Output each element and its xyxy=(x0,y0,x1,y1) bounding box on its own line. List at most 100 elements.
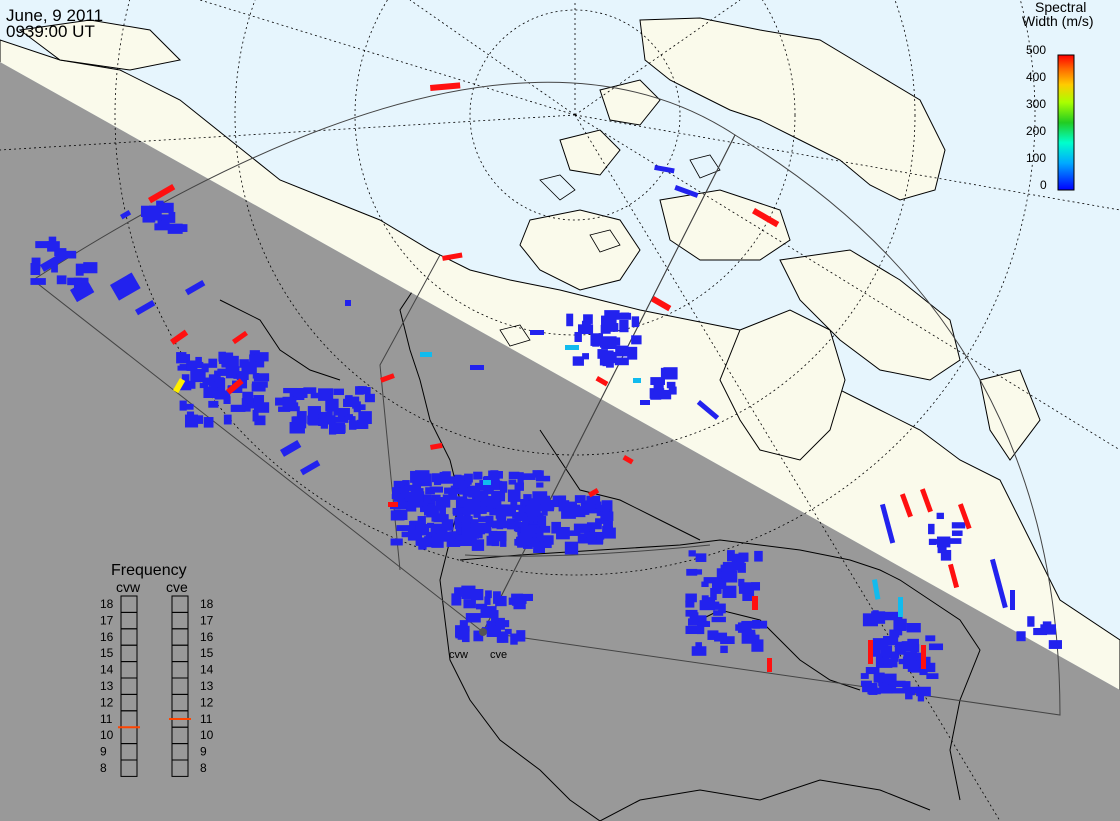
echo-cell xyxy=(208,358,218,368)
echo-cell xyxy=(352,396,360,409)
echo-cell xyxy=(217,368,229,376)
echo-cell xyxy=(477,516,489,523)
echo-cell xyxy=(393,480,407,492)
echo-cell xyxy=(278,406,291,412)
echo-cell xyxy=(54,248,67,257)
echo-cell xyxy=(344,414,353,420)
echo-cell xyxy=(568,530,581,536)
echo-cell xyxy=(430,537,442,544)
echo-cell xyxy=(522,535,533,546)
echo-cell xyxy=(515,504,523,510)
echo-cell xyxy=(495,595,507,607)
echo-cell xyxy=(254,415,266,426)
echo-cell xyxy=(508,471,520,480)
echo-cell xyxy=(430,82,461,91)
echo-cell xyxy=(906,686,921,694)
echo-cell xyxy=(253,395,265,403)
echo-cell xyxy=(928,523,935,535)
echo-cell xyxy=(701,581,709,587)
echo-cell xyxy=(427,522,435,528)
echo-cell xyxy=(890,688,907,694)
echo-cell xyxy=(411,490,424,502)
echo-cell xyxy=(430,442,443,450)
echo-cell xyxy=(695,553,707,562)
echo-cell xyxy=(401,531,409,538)
echo-cell xyxy=(663,367,678,380)
echo-cell xyxy=(868,640,873,664)
echo-cell xyxy=(604,310,620,318)
echo-cell xyxy=(284,406,300,412)
echo-cell xyxy=(884,611,901,621)
echo-cell xyxy=(223,414,232,425)
echo-cell xyxy=(622,455,634,465)
echo-cell xyxy=(461,629,470,643)
echo-cell xyxy=(754,550,763,562)
echo-cell xyxy=(883,635,899,646)
echo-cell xyxy=(47,241,60,252)
echo-cell xyxy=(738,582,752,594)
echo-cell xyxy=(900,493,913,518)
echo-cell xyxy=(945,538,962,544)
echo-cell xyxy=(920,488,933,513)
echo-cell xyxy=(754,620,768,629)
echo-cell xyxy=(595,518,605,524)
echo-cell xyxy=(713,588,722,594)
echo-cell xyxy=(463,498,475,512)
echo-cell xyxy=(865,667,880,675)
echo-cell xyxy=(703,621,711,627)
echo-cell xyxy=(919,665,928,676)
echo-cell xyxy=(685,593,697,603)
frequency-tick: 10 xyxy=(200,728,214,742)
echo-cell xyxy=(921,645,926,669)
frequency-tick: 17 xyxy=(100,613,114,627)
echo-cell xyxy=(666,381,676,389)
echo-cell xyxy=(495,471,503,479)
frequency-title: Frequency xyxy=(111,562,187,579)
echo-cell xyxy=(860,680,872,687)
echo-cell xyxy=(348,421,357,430)
echo-cell xyxy=(572,356,584,366)
time-label: 0939:00 UT xyxy=(6,22,95,41)
echo-cell xyxy=(201,363,209,373)
echo-cell xyxy=(333,388,345,396)
echo-cell xyxy=(239,375,248,389)
echo-cell xyxy=(51,262,58,273)
echo-cell xyxy=(253,373,270,382)
echo-cell xyxy=(252,373,260,379)
frequency-tick: 8 xyxy=(200,761,207,775)
echo-cell xyxy=(30,278,46,285)
echo-cell xyxy=(243,406,251,412)
echo-cell xyxy=(627,346,638,360)
echo-cell xyxy=(1040,624,1056,632)
radar-site-label-cvw: cvw xyxy=(449,649,468,661)
colorbar-tick: 400 xyxy=(1026,70,1046,84)
frequency-tick: 11 xyxy=(200,712,213,726)
echo-cell xyxy=(510,498,518,506)
echo-cell xyxy=(405,501,420,508)
echo-cell xyxy=(674,185,699,198)
colorbar-tick: 300 xyxy=(1026,97,1046,111)
echo-cell xyxy=(459,620,468,633)
echo-cell xyxy=(767,658,772,672)
echo-cell xyxy=(436,527,448,537)
echo-cell xyxy=(685,625,701,635)
echo-cell xyxy=(898,597,903,617)
echo-cell xyxy=(537,515,547,527)
echo-cell xyxy=(566,313,574,327)
echo-cell xyxy=(486,625,502,637)
echo-cell xyxy=(187,360,198,368)
echo-cell xyxy=(906,623,921,633)
echo-cell xyxy=(710,587,717,601)
echo-cell xyxy=(597,349,608,359)
echo-cell xyxy=(202,377,215,386)
echo-cell xyxy=(535,532,544,539)
echo-cell xyxy=(83,262,98,274)
echo-cell xyxy=(157,214,170,226)
echo-cell xyxy=(474,482,490,491)
echo-cell xyxy=(1016,631,1026,642)
echo-cell xyxy=(173,378,186,394)
echo-cell xyxy=(713,610,724,616)
echo-cell xyxy=(242,391,254,404)
echo-cell xyxy=(895,629,903,636)
frequency-tick: 12 xyxy=(100,695,114,709)
